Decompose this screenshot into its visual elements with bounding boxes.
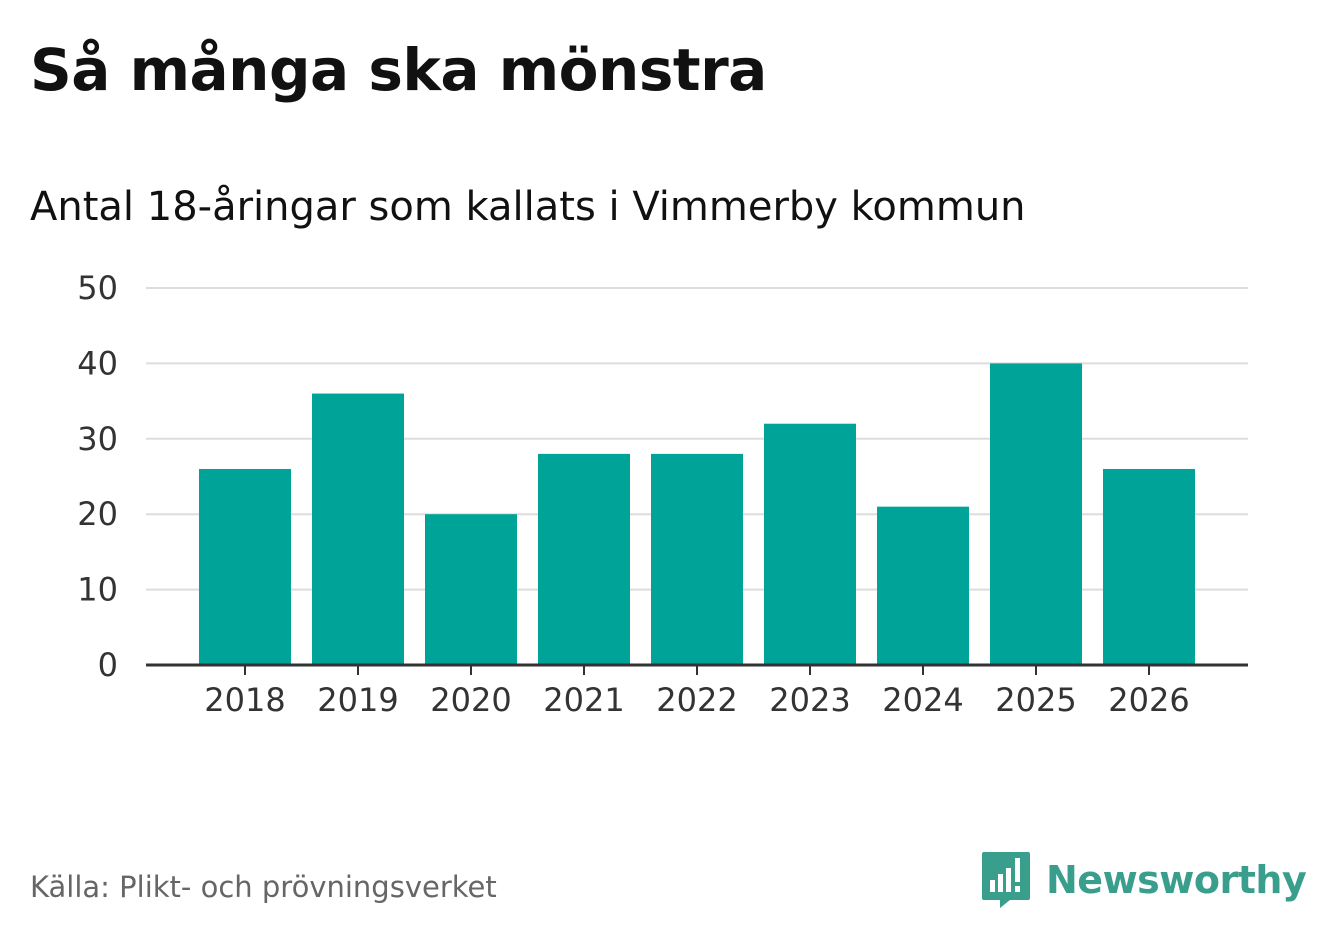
bar-2024 [877, 506, 969, 665]
bar-2018 [199, 468, 291, 665]
bar-2023 [764, 423, 856, 665]
source-note: Källa: Plikt- och prövningsverket [30, 870, 497, 904]
bar-2026 [1103, 468, 1195, 665]
x-tick-label-2021: 2021 [543, 681, 624, 719]
x-tick-label-2023: 2023 [769, 681, 850, 719]
x-tick-label-2019: 2019 [317, 681, 398, 719]
y-axis-ticks: 0 10 20 30 40 50 [77, 269, 118, 684]
y-tick-label-40: 40 [77, 344, 118, 382]
x-tick-label-2026: 2026 [1108, 681, 1189, 719]
chart-subtitle: Antal 18-åringar som kallats i Vimmerby … [30, 184, 1026, 230]
x-tick-label-2018: 2018 [204, 681, 285, 719]
bar-2019 [312, 393, 404, 665]
y-tick-label-10: 10 [77, 571, 118, 609]
newsworthy-logo-icon [982, 852, 1030, 908]
x-axis-ticks: 2018 2019 2020 2021 2022 2023 2024 2025 2026 [204, 665, 1190, 719]
bar-2021 [538, 453, 630, 665]
x-tick-label-2024: 2024 [882, 681, 963, 719]
y-tick-label-20: 20 [77, 495, 118, 533]
brand-name: Newsworthy [1046, 858, 1307, 902]
y-tick-label-30: 30 [77, 420, 118, 458]
bars [199, 363, 1195, 665]
bar-2025 [990, 363, 1082, 665]
y-tick-label-50: 50 [77, 269, 118, 307]
x-tick-label-2020: 2020 [430, 681, 511, 719]
x-tick-label-2025: 2025 [995, 681, 1076, 719]
bar-2022 [651, 453, 743, 665]
y-tick-label-0: 0 [98, 646, 118, 684]
brand-logo: Newsworthy [980, 850, 1307, 910]
bar-2020 [425, 514, 517, 665]
x-tick-label-2022: 2022 [656, 681, 737, 719]
chart-title: Så många ska mönstra [30, 36, 767, 104]
